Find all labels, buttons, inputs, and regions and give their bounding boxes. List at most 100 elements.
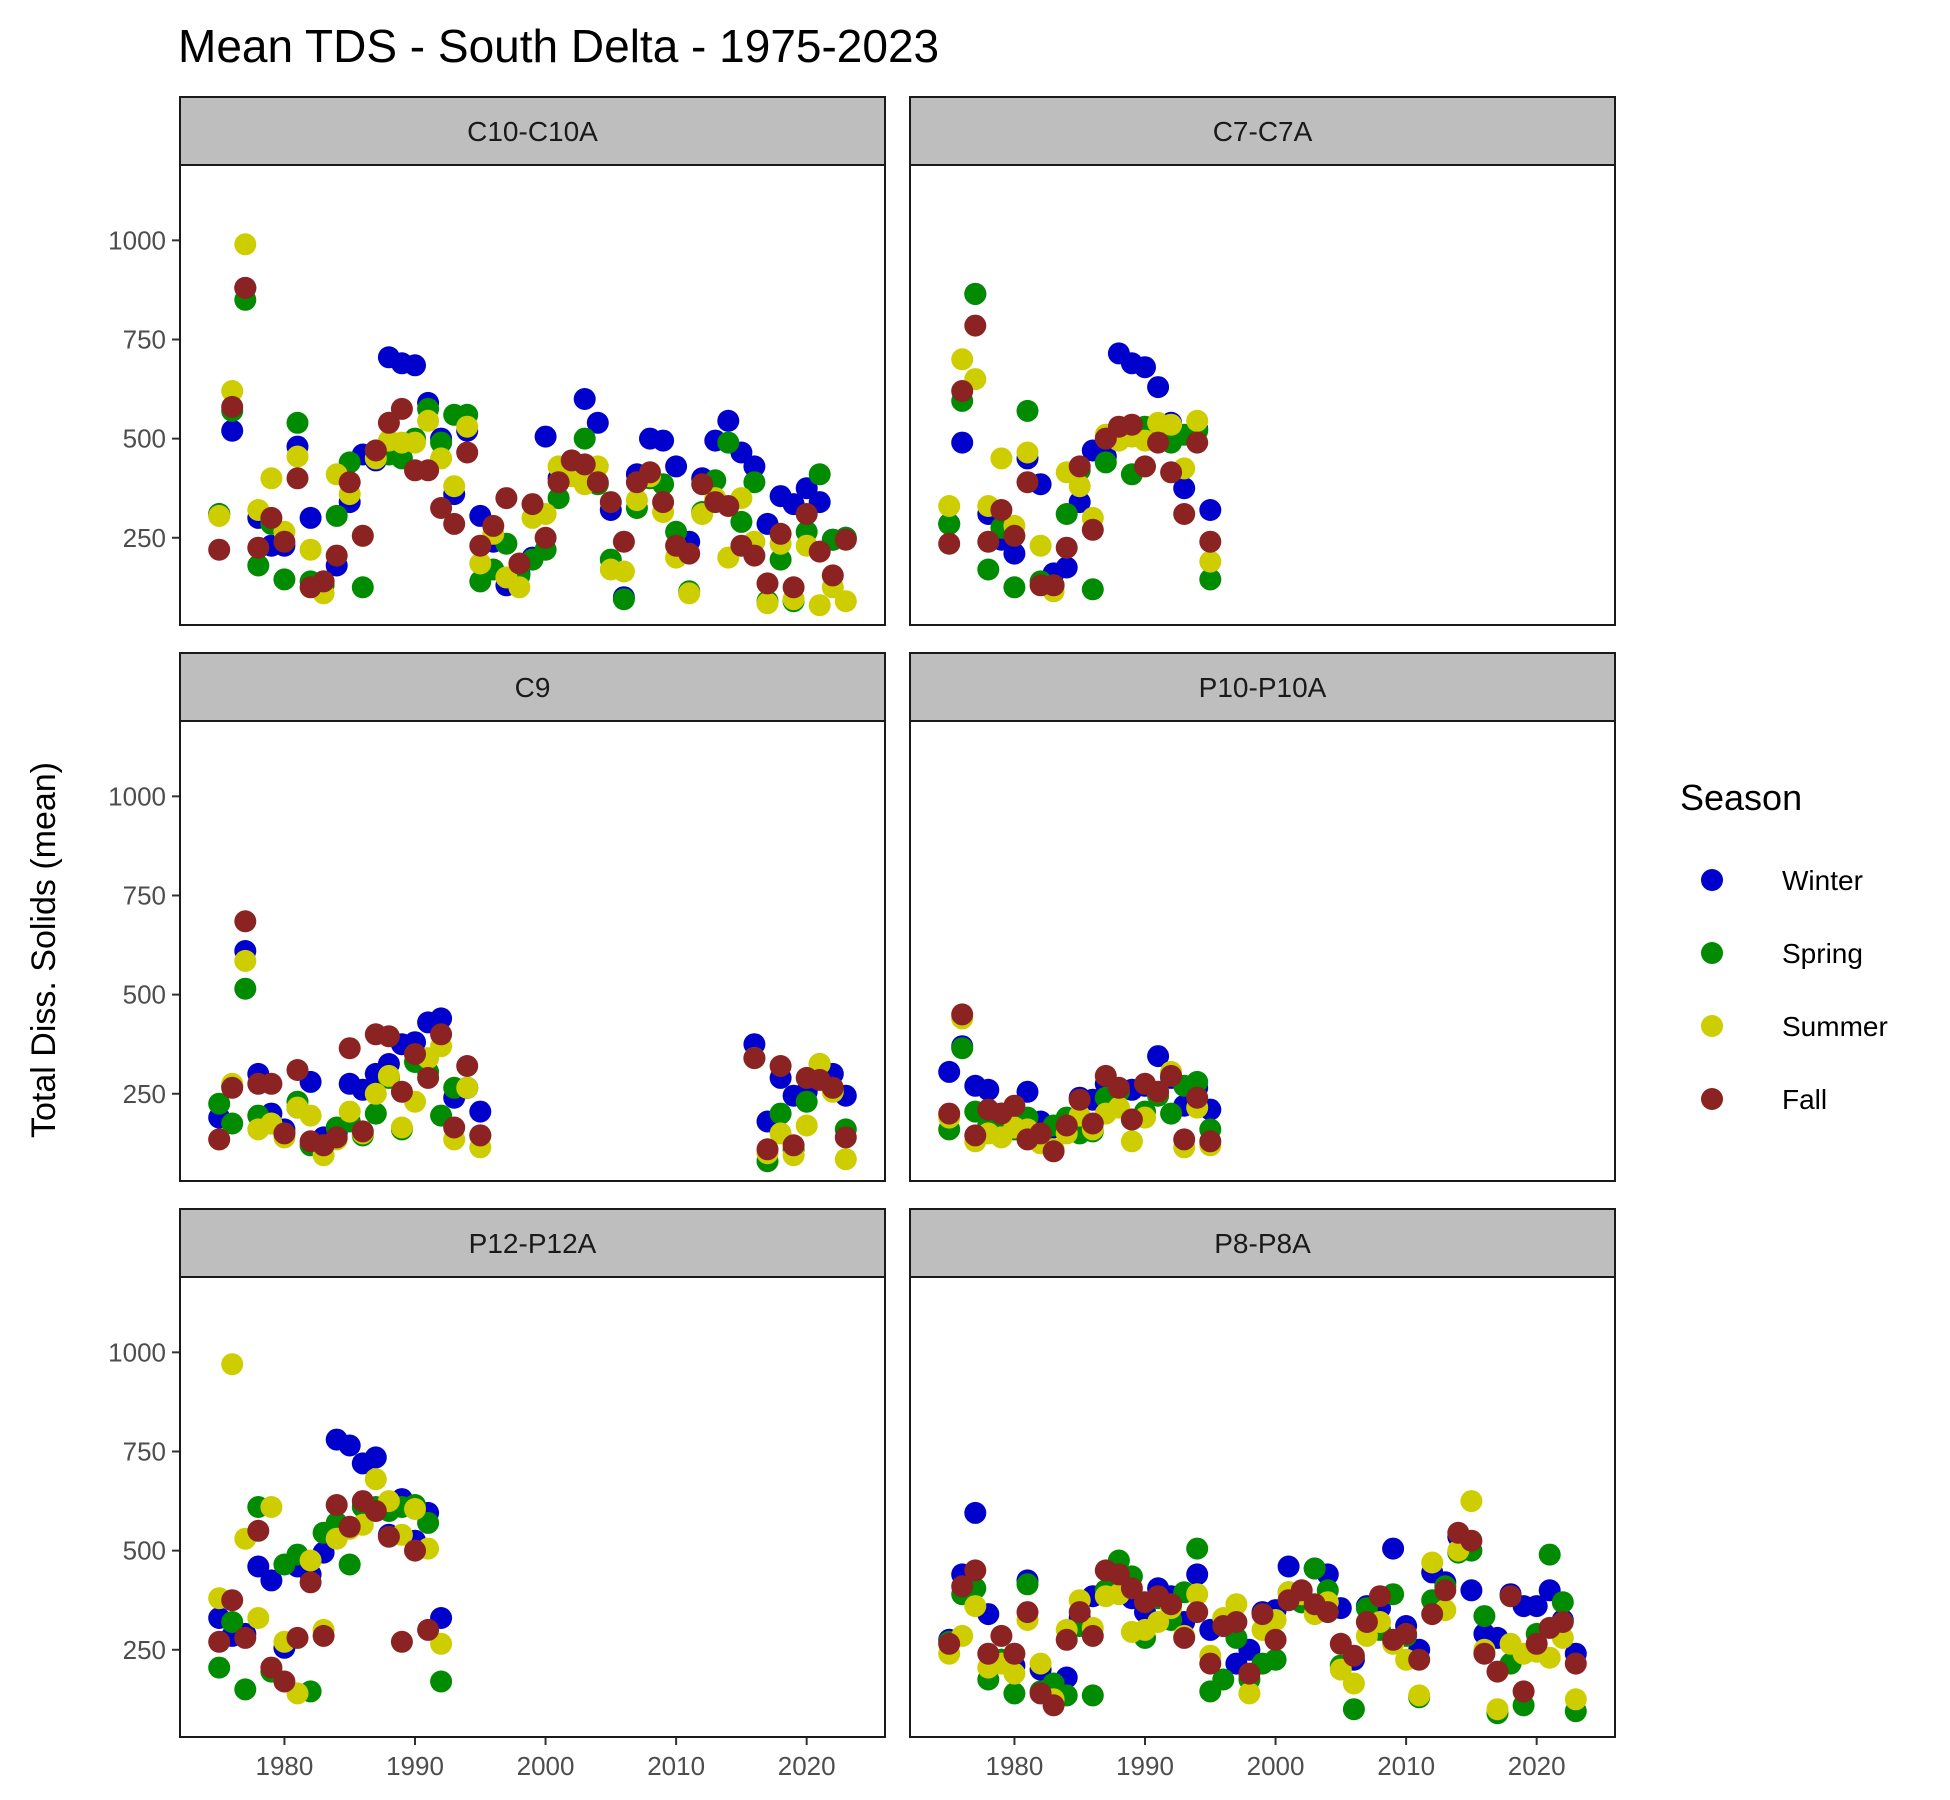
facet-strip [909,652,1616,722]
data-point [808,1053,831,1075]
y-tick-label: 250 [123,523,166,553]
data-point [364,1446,387,1469]
data-point [260,1656,283,1679]
data-point [495,487,518,510]
data-point [443,1116,466,1139]
data-point [977,558,1000,581]
data-point [338,1100,361,1123]
data-point [1160,1102,1183,1125]
data-point [469,1124,492,1147]
data-point [521,493,544,516]
data-point [1369,1585,1391,1608]
legend-label: Fall [1782,1084,1827,1115]
data-point [1460,1490,1483,1513]
data-point [364,1082,387,1105]
data-point [221,395,244,418]
data-point [730,510,753,533]
data-point [1147,1611,1170,1633]
data-point [1499,1585,1522,1608]
data-point [377,411,400,434]
data-point [273,1122,296,1145]
data-point [1421,1551,1444,1574]
y-tick-label: 250 [123,1635,166,1665]
data-point [1003,524,1026,547]
series-fall [208,910,857,1161]
y-tick-label: 1000 [108,225,166,255]
x-tick-label: 1990 [1116,1751,1174,1781]
data-point [599,491,622,514]
panel-border [179,164,886,626]
y-tick-label: 750 [123,880,166,910]
data-point [273,1670,296,1693]
data-point [417,1066,440,1089]
data-point [938,512,961,535]
data-point [1186,1583,1209,1606]
data-point [1081,578,1104,601]
data-point [338,1434,361,1457]
data-point [1186,1563,1209,1586]
data-point [430,1007,453,1030]
legend-key [1701,1088,1723,1110]
data-point [1186,409,1209,432]
data-point [665,455,688,478]
data-point [678,542,701,565]
data-point [743,1047,766,1070]
data-point [573,453,596,476]
panel-border [909,720,1616,1182]
data-point [1199,499,1222,521]
data-point [404,354,426,377]
data-point [286,411,309,434]
data-point [1434,1579,1457,1602]
data-point [547,487,570,510]
data-point [1042,1140,1065,1163]
data-point [508,552,531,575]
data-point [782,576,805,599]
data-point [951,1003,974,1026]
data-point [964,1501,987,1524]
data-point [508,576,531,599]
data-point [208,504,231,527]
data-point [221,1353,244,1376]
data-point [1199,568,1222,591]
data-point [808,594,831,617]
data-point [351,576,374,599]
facet-strip-label: C7-C7A [1213,116,1313,147]
data-point [1316,1601,1339,1624]
data-point [260,1072,283,1095]
data-point [951,348,974,371]
data-point [208,1630,231,1653]
data-point [1525,1632,1548,1655]
data-point [221,1112,244,1135]
data-point [247,554,270,577]
data-point [1134,455,1156,478]
legend-label: Winter [1782,865,1863,896]
data-point [338,1037,361,1060]
data-point [1173,503,1196,525]
data-point [325,1126,348,1149]
facet-strip-label: P10-P10A [1199,672,1327,703]
data-point [1055,1114,1078,1137]
data-point [1355,1611,1378,1633]
data-point [1186,431,1209,454]
data-point [1160,461,1183,484]
data-point [990,447,1013,470]
data-point [1016,1573,1039,1596]
data-point [286,467,309,490]
facet-panel: P8-P8A 1980 1990 2000 2010 2020 [909,1208,1616,1781]
data-point [286,1059,309,1081]
y-tick-label: 500 [123,980,166,1010]
series-fall [208,276,857,599]
data-point [364,1102,387,1125]
data-point [1120,1577,1143,1600]
y-tick-label: 750 [123,324,166,354]
panel-border [179,720,886,1182]
data-point [430,431,453,454]
data-point [1042,574,1065,597]
facet-strip-label: C9 [515,672,551,703]
data-point [652,429,675,452]
data-point [430,497,453,519]
data-point [1564,1688,1587,1711]
series-fall [208,1490,440,1693]
x-tick-label: 1980 [256,1751,314,1781]
data-point [795,1090,818,1113]
